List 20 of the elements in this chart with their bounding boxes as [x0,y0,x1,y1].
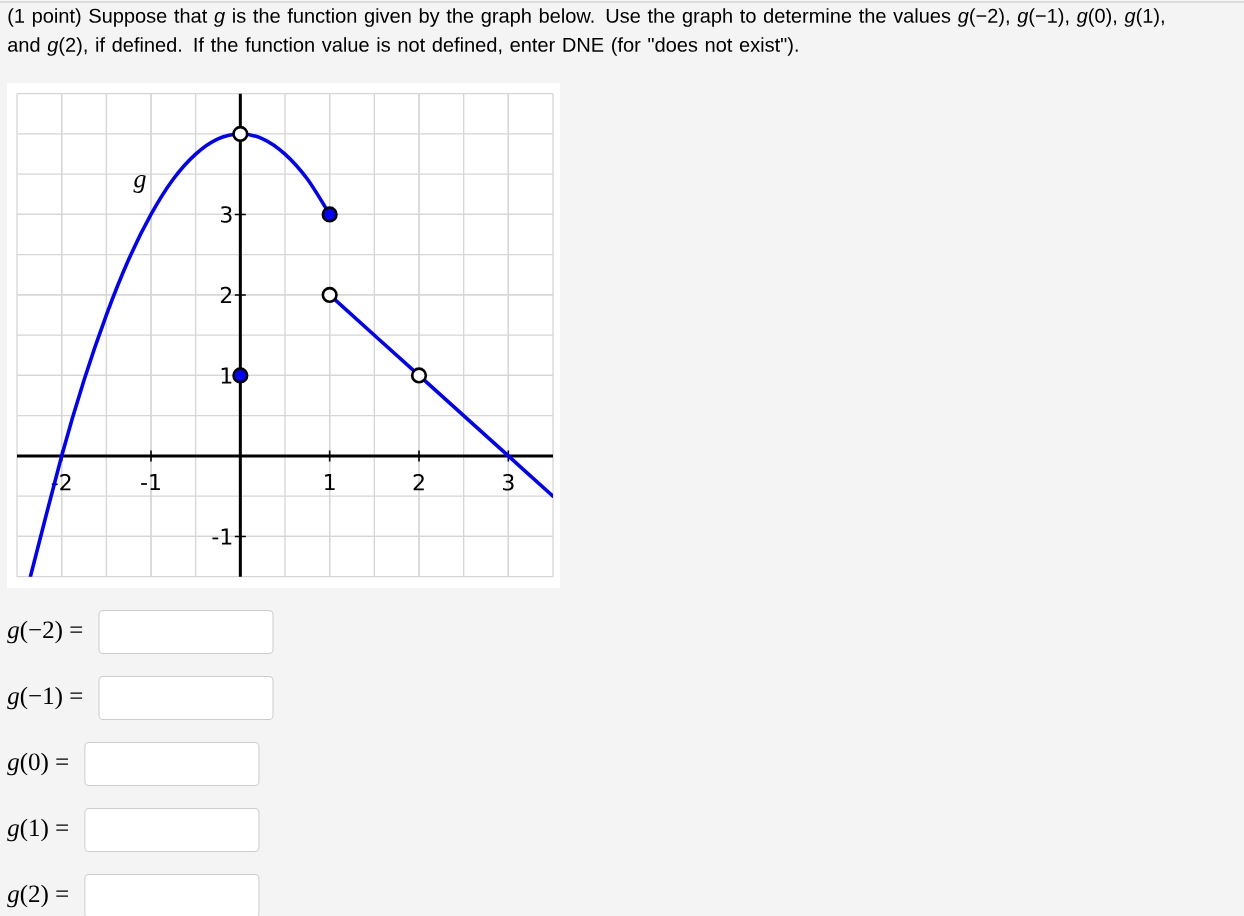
y-tick-label: 2 [220,286,232,304]
point [232,367,249,384]
text: g(2) = [7,884,68,908]
text: g(1) = [7,818,68,842]
y-tick-label: 3 [220,206,232,223]
text: g(0) = [7,752,68,776]
point [321,286,338,304]
point [410,367,428,384]
point [232,125,249,143]
text: g(−1) = [7,686,83,710]
chart-title: (1 point) Suppose that g is the function given by the graph below. Use the graph to determine the values g(−2), g(−1), g(0), g(1), and g(2), if defined. If the function value is not defined, enter DNE (for "does not exist"). [8,8,1164,56]
x-tick-label: 2 [413,473,424,491]
x-tick-label: 3 [503,473,514,491]
x-tick-label: -1 [141,473,160,491]
annotation: g [133,175,146,193]
x-tick-label: 1 [325,473,335,491]
point [321,206,338,223]
y-tick-label: 1 [221,367,232,384]
y-tick-label: -1 [212,528,232,545]
text: g(−2) = [7,620,83,644]
